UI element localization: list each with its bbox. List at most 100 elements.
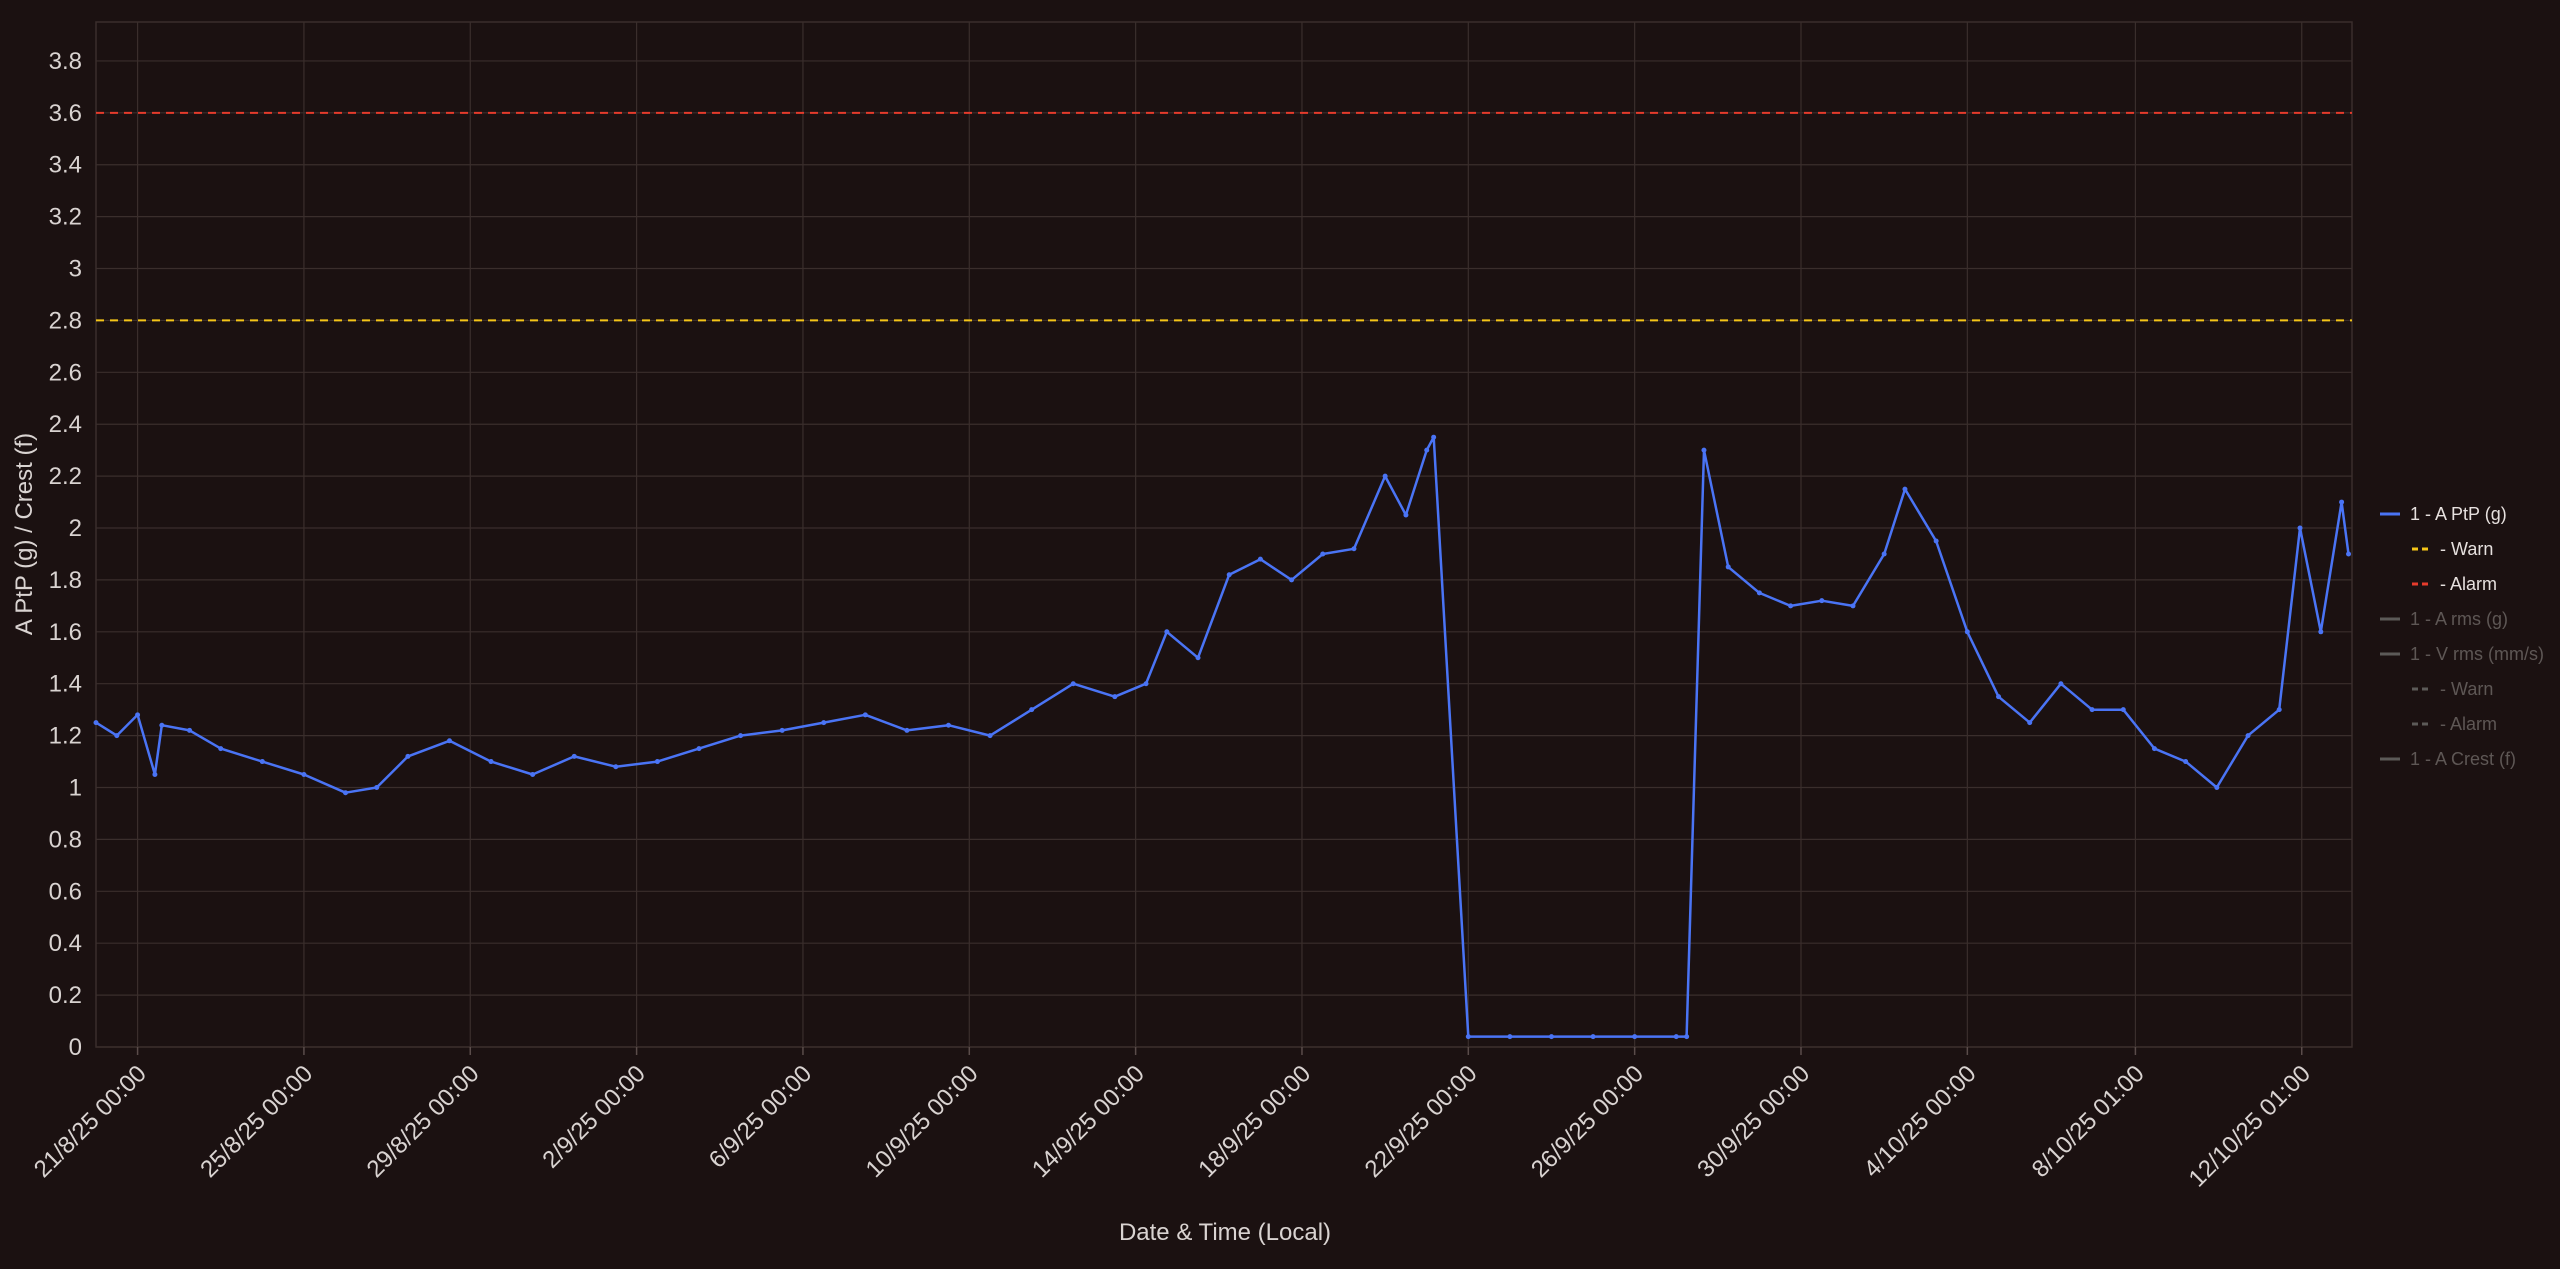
- data-point: [2120, 707, 2126, 713]
- legend-label: 1 - V rms (mm/s): [2410, 644, 2544, 664]
- data-point: [446, 738, 452, 744]
- y-axis-title: A PtP (g) / Crest (f): [11, 433, 38, 635]
- data-point: [1881, 551, 1887, 557]
- x-tick-label: 8/10/25 01:00: [2027, 1060, 2150, 1183]
- data-point: [779, 727, 785, 733]
- data-point: [1143, 681, 1149, 687]
- data-point: [654, 759, 660, 765]
- y-tick-label: 1.8: [49, 567, 82, 594]
- data-point: [93, 720, 99, 726]
- data-point: [2027, 720, 2033, 726]
- data-point: [1701, 447, 1707, 453]
- legend-label: 1 - A rms (g): [2410, 609, 2508, 629]
- y-tick-label: 1.2: [49, 723, 82, 750]
- x-tick-label: 26/9/25 00:00: [1526, 1060, 1649, 1183]
- data-point: [530, 772, 536, 778]
- data-point: [2183, 759, 2189, 765]
- y-tick-label: 3: [69, 256, 82, 283]
- data-point: [1819, 598, 1825, 604]
- data-point: [821, 720, 827, 726]
- data-point: [1964, 629, 1970, 635]
- y-tick-label: 2.2: [49, 463, 82, 490]
- data-point: [114, 733, 120, 739]
- y-tick-label: 1.4: [49, 671, 82, 698]
- data-point: [159, 722, 165, 728]
- data-point: [1424, 447, 1430, 453]
- data-point: [571, 753, 577, 759]
- x-tick-label: 10/9/25 00:00: [861, 1060, 984, 1183]
- data-point: [2245, 733, 2251, 739]
- legend-label: - Warn: [2440, 679, 2493, 699]
- data-point: [1590, 1034, 1596, 1040]
- y-tick-label: 0: [69, 1034, 82, 1061]
- data-point: [945, 722, 951, 728]
- y-tick-label: 1.6: [49, 619, 82, 646]
- data-point: [1431, 434, 1437, 440]
- grid: [95, 21, 2353, 1048]
- legend-item: 1 - V rms (mm/s): [2380, 644, 2544, 664]
- data-point: [2339, 499, 2345, 505]
- data-point: [1902, 486, 1908, 492]
- data-point: [2214, 785, 2220, 791]
- y-tick-label: 2.6: [49, 359, 82, 386]
- series-line: [95, 435, 2350, 1038]
- data-point: [1164, 629, 1170, 635]
- y-tick-label: 2.8: [49, 307, 82, 334]
- data-point: [904, 727, 910, 733]
- data-point: [1257, 556, 1263, 562]
- legend-item: - Warn: [2412, 539, 2493, 559]
- y-tick-label: 2: [69, 515, 82, 542]
- data-point: [2318, 629, 2324, 635]
- x-tick-label: 14/9/25 00:00: [1027, 1060, 1150, 1183]
- y-tick-label: 1: [69, 775, 82, 802]
- data-point: [738, 733, 744, 739]
- data-point: [405, 753, 411, 759]
- data-point: [1070, 681, 1076, 687]
- data-point: [187, 727, 193, 733]
- plot-frame: [95, 21, 2353, 1048]
- x-tick-label: 2/9/25 00:00: [537, 1060, 650, 1173]
- legend-item: 1 - A PtP (g): [2380, 504, 2507, 524]
- data-point: [987, 733, 993, 739]
- data-point: [1632, 1034, 1638, 1040]
- data-point: [1684, 1034, 1690, 1040]
- data-point: [2151, 746, 2157, 752]
- x-tick-label: 29/8/25 00:00: [362, 1060, 485, 1183]
- y-tick-label: 3.4: [49, 152, 82, 179]
- data-point: [2058, 681, 2064, 687]
- legend-item: - Warn: [2412, 679, 2493, 699]
- y-tick-label: 2.4: [49, 411, 82, 438]
- x-tick-label: 6/9/25 00:00: [704, 1060, 817, 1173]
- series-layer: [93, 434, 2352, 1040]
- axes: 0 0.2 0.4 0.6 0.8 1 1.2 1.4 1.6 1.8 2 2.2 2.4 2.6 2.8 3…: [29, 48, 2316, 1193]
- x-tick-label: 18/9/25 00:00: [1193, 1060, 1316, 1183]
- legend-label: 1 - A Crest (f): [2410, 749, 2516, 769]
- data-point: [1320, 551, 1326, 557]
- legend-item: 1 - A Crest (f): [2380, 749, 2516, 769]
- data-point: [343, 790, 349, 796]
- data-point: [1289, 577, 1295, 583]
- data-point: [1226, 572, 1232, 578]
- data-point: [1933, 538, 1939, 544]
- data-point: [1788, 603, 1794, 609]
- data-point: [1382, 473, 1388, 479]
- data-point: [2089, 707, 2095, 713]
- data-point: [301, 772, 307, 778]
- data-point: [1548, 1034, 1554, 1040]
- x-tick-label: 12/10/25 01:00: [2184, 1060, 2316, 1192]
- data-point: [2297, 525, 2303, 531]
- data-point: [218, 746, 224, 752]
- data-point: [696, 746, 702, 752]
- data-point: [259, 759, 265, 765]
- data-point: [1673, 1034, 1679, 1040]
- data-point: [1996, 694, 2002, 700]
- data-point: [613, 764, 619, 770]
- data-point: [2346, 551, 2352, 557]
- data-point: [2276, 707, 2282, 713]
- y-tick-label: 0.8: [49, 826, 82, 853]
- data-point: [1195, 655, 1201, 661]
- data-point: [1403, 512, 1409, 518]
- y-tick-label: 3.2: [49, 204, 82, 231]
- data-point: [1725, 564, 1731, 570]
